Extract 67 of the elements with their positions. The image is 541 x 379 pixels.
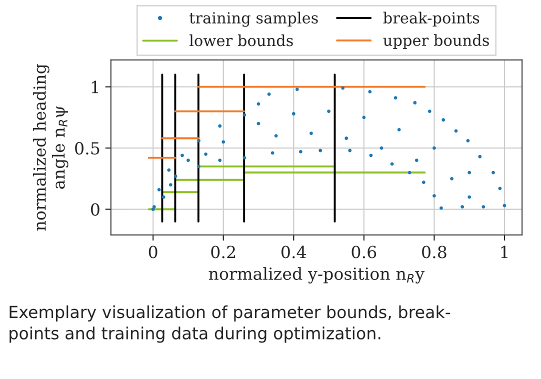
y-tick-label: 0.5: [75, 142, 100, 155]
point: [362, 116, 366, 120]
x-tick-label: 0: [148, 246, 158, 258]
point: [204, 152, 208, 156]
point: [310, 132, 313, 136]
point: [466, 138, 470, 142]
point: [482, 205, 486, 209]
point: [408, 170, 412, 174]
point: [344, 136, 348, 140]
point: [468, 170, 472, 174]
x-axis-title: normalized y-position n$_{R}$y: [208, 267, 425, 284]
point: [180, 154, 184, 158]
x-tick-label: 0.8: [422, 246, 446, 258]
point: [167, 168, 171, 172]
point: [218, 158, 222, 162]
point: [422, 180, 426, 184]
point: [157, 188, 161, 192]
point: [368, 90, 372, 94]
point: [397, 128, 401, 132]
point: [348, 148, 352, 152]
point: [454, 129, 458, 133]
point: [450, 176, 454, 180]
point: [327, 110, 330, 114]
legend-label: lower bounds: [190, 34, 293, 46]
point: [292, 112, 296, 116]
x-tick-label: 0.4: [281, 246, 306, 258]
point: [478, 154, 482, 158]
point: [318, 148, 322, 152]
point: [428, 110, 432, 114]
point: [468, 195, 472, 199]
point: [498, 186, 502, 190]
point: [432, 146, 436, 150]
point: [274, 134, 278, 138]
point: [440, 206, 443, 210]
point: [298, 150, 302, 154]
x-tick-label: 1: [501, 246, 508, 258]
point: [267, 92, 271, 96]
y-axis-title: normalized heading angle n$_{R}$ψ: [33, 64, 68, 231]
y-tick-label: 1: [92, 80, 98, 94]
point: [270, 151, 274, 155]
point: [197, 164, 200, 168]
point: [413, 101, 417, 104]
x-tick-label: 0.6: [352, 246, 376, 258]
point: [218, 124, 222, 128]
point: [442, 118, 446, 122]
point: [341, 86, 345, 90]
point: [492, 170, 495, 174]
y-tick-label: 0: [90, 203, 100, 216]
legend-label: training samples: [190, 12, 318, 27]
point: [186, 158, 190, 162]
point: [152, 205, 156, 209]
point: [369, 154, 373, 158]
legend-label: break-points: [383, 12, 480, 27]
point: [295, 88, 299, 91]
text: Exemplary visualization of parameter bounds, break- points and training data during optimization.: [10, 305, 450, 343]
x-tick-label: 0.2: [211, 246, 235, 258]
point: [414, 158, 418, 162]
legend-label: upper bounds: [383, 34, 489, 49]
point: [174, 174, 178, 178]
point: [168, 183, 172, 186]
point: [394, 96, 398, 100]
point: [197, 138, 200, 142]
point: [162, 195, 166, 199]
point: [432, 194, 436, 198]
point: [222, 140, 226, 144]
point: [242, 156, 246, 160]
point: [460, 205, 464, 209]
